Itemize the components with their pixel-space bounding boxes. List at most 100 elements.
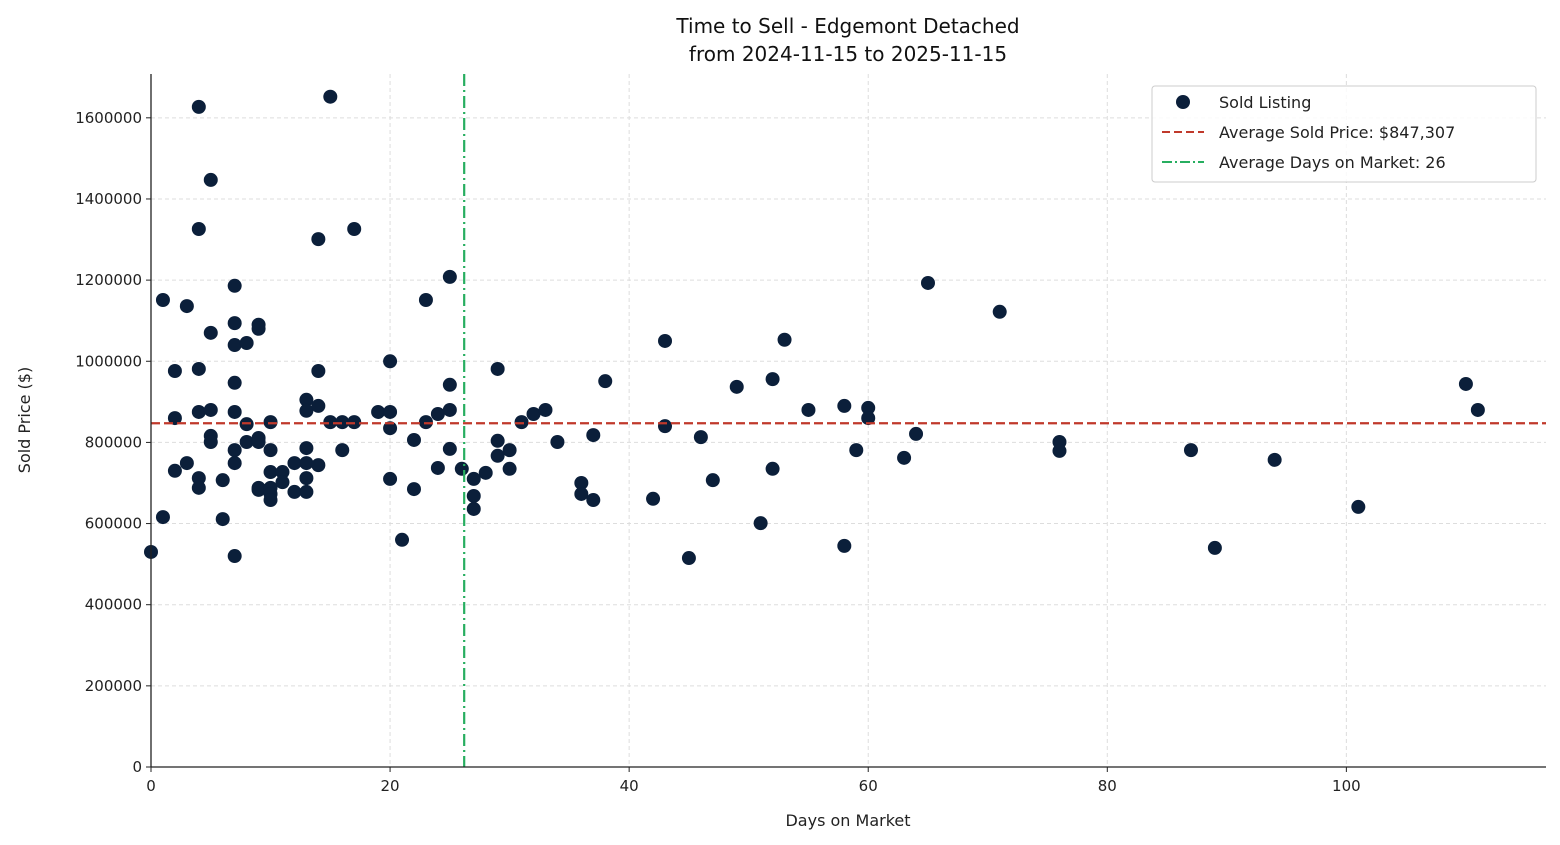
data-point [251, 482, 266, 497]
data-point [574, 475, 589, 490]
data-point [299, 456, 314, 471]
data-point [658, 419, 673, 434]
data-point [1052, 443, 1067, 458]
data-point [311, 398, 326, 413]
y-tick-label: 200000 [85, 677, 142, 695]
data-point [526, 407, 541, 422]
data-point [586, 493, 601, 508]
data-point [490, 361, 505, 376]
data-point [801, 402, 816, 417]
data-point [179, 299, 194, 314]
legend-sold-listing: Sold Listing [1219, 93, 1311, 112]
data-point [299, 471, 314, 486]
x-tick-label: 60 [859, 777, 878, 795]
data-point [227, 375, 242, 390]
data-point [227, 456, 242, 471]
data-point [705, 473, 720, 488]
data-point [263, 493, 278, 508]
data-point [155, 510, 170, 525]
data-point [442, 402, 457, 417]
data-point [239, 435, 254, 450]
data-point [466, 471, 481, 486]
y-tick-label: 1600000 [75, 109, 142, 127]
data-point [430, 407, 445, 422]
data-point [406, 432, 421, 447]
legend: Sold Listing Average Sold Price: $847,30… [1151, 85, 1537, 183]
data-point [251, 435, 266, 450]
data-point [167, 411, 182, 426]
data-point [909, 426, 924, 441]
x-tick-label: 0 [146, 777, 156, 795]
x-tick-label: 40 [620, 777, 639, 795]
data-point [311, 458, 326, 473]
data-point [311, 364, 326, 378]
data-point [538, 402, 553, 417]
data-point [299, 403, 314, 418]
data-point [239, 336, 254, 351]
data-point [395, 532, 410, 547]
data-point [203, 172, 218, 187]
data-point [466, 501, 481, 516]
data-point [335, 415, 350, 430]
data-point [323, 415, 338, 430]
data-point [1351, 499, 1366, 514]
data-point [191, 221, 206, 236]
data-point [897, 450, 912, 465]
data-point [383, 421, 398, 436]
data-point [550, 435, 565, 450]
data-point [275, 475, 290, 490]
data-point [478, 465, 493, 480]
data-point [179, 456, 194, 471]
data-point [311, 232, 326, 247]
legend-marker-sold [1176, 95, 1190, 109]
data-point [586, 428, 601, 443]
data-point [191, 361, 206, 376]
y-tick-label: 400000 [85, 596, 142, 614]
data-point [681, 551, 696, 566]
data-point [658, 333, 673, 348]
data-point [191, 480, 206, 495]
data-point [598, 374, 613, 389]
data-point [227, 443, 242, 458]
reference-lines [151, 74, 1546, 767]
data-point [406, 482, 421, 497]
x-tick-label: 100 [1332, 777, 1361, 795]
data-point [215, 473, 230, 488]
chart-subtitle: from 2024-11-15 to 2025-11-15 [689, 42, 1007, 66]
data-point [191, 404, 206, 419]
data-point [490, 448, 505, 463]
data-point [203, 402, 218, 417]
data-point [287, 456, 302, 471]
chart-title: Time to Sell - Edgemont Detached [675, 14, 1019, 38]
data-point [191, 99, 206, 114]
legend-avg-price: Average Sold Price: $847,307 [1219, 123, 1455, 142]
data-point [1267, 452, 1282, 467]
data-point [227, 549, 242, 564]
data-point [167, 463, 182, 478]
data-point [371, 404, 386, 419]
data-point [323, 89, 338, 104]
data-point [347, 221, 362, 236]
data-point [299, 441, 314, 456]
data-point [263, 443, 278, 458]
data-point [418, 292, 433, 307]
data-point [490, 433, 505, 448]
data-point [765, 372, 780, 387]
data-point [275, 465, 290, 480]
data-point [502, 461, 517, 476]
data-point [646, 491, 661, 506]
data-point [693, 430, 708, 445]
y-tick-label: 600000 [85, 515, 142, 533]
data-point [383, 404, 398, 419]
data-point [729, 379, 744, 394]
data-point [765, 461, 780, 476]
data-point [837, 538, 852, 553]
data-point [263, 465, 278, 480]
y-tick-label: 1000000 [75, 352, 142, 370]
data-point [203, 435, 218, 450]
data-point [1458, 376, 1473, 391]
data-point [1183, 443, 1198, 458]
x-tick-label: 80 [1098, 777, 1117, 795]
data-point [753, 516, 768, 531]
